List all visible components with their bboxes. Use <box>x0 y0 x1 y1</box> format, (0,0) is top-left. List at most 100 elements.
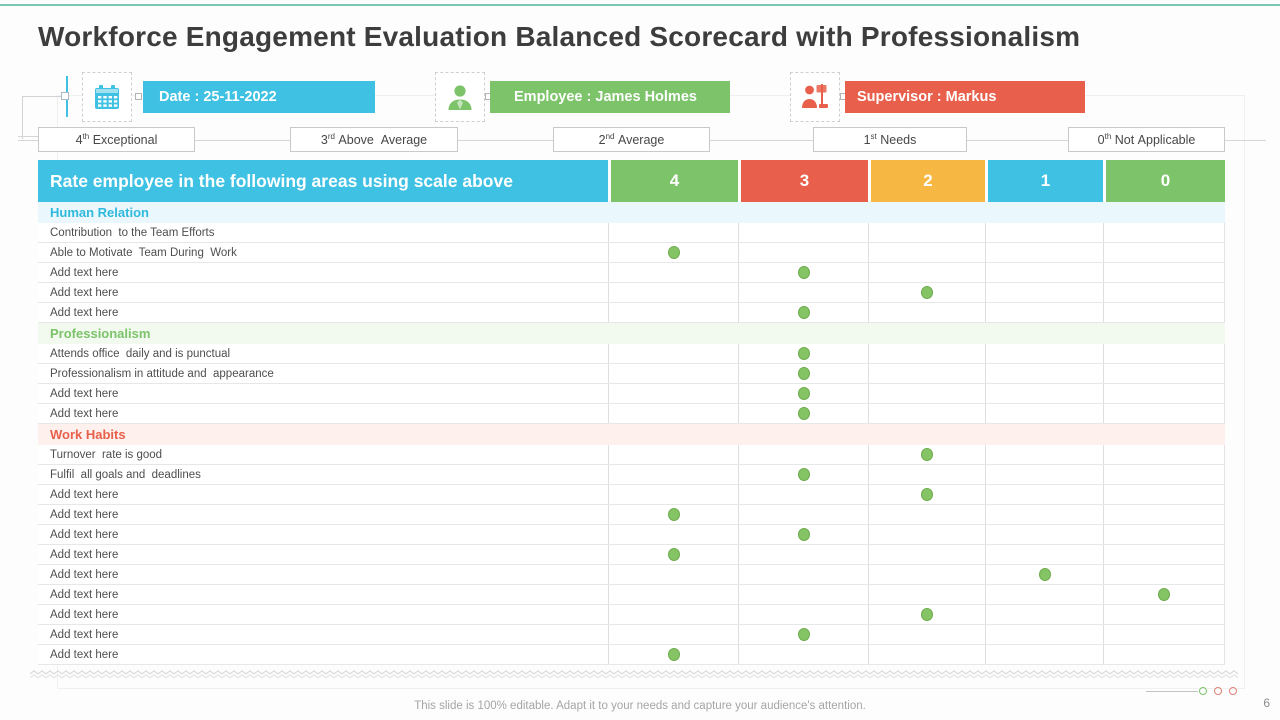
rating-cell <box>1103 263 1225 282</box>
rating-cell <box>738 505 868 524</box>
row-label[interactable]: Add text here <box>50 266 119 279</box>
rating-dot[interactable] <box>1038 568 1051 581</box>
rating-dot[interactable] <box>797 266 810 279</box>
table-header-label: Rate employee in the following areas usi… <box>38 160 608 202</box>
calendar-icon <box>82 72 132 122</box>
row-label[interactable]: Add text here <box>50 306 119 319</box>
table-row: Add text here <box>38 545 1225 565</box>
rating-cell <box>608 263 738 282</box>
rating-cell <box>608 283 738 302</box>
rating-cell <box>608 485 738 504</box>
row-label[interactable]: Professionalism in attitude and appearan… <box>50 367 274 380</box>
rating-dot[interactable] <box>797 468 810 481</box>
employee-label[interactable]: Employee : James Holmes <box>490 81 730 113</box>
rating-cell <box>868 505 985 524</box>
rating-cell <box>1103 445 1225 464</box>
row-label[interactable]: Add text here <box>50 608 119 621</box>
rating-dot[interactable] <box>921 448 933 461</box>
row-label[interactable]: Add text here <box>50 387 119 400</box>
rating-cell <box>985 465 1103 484</box>
rating-dot[interactable] <box>667 246 680 259</box>
table-row: Add text here <box>38 505 1225 525</box>
torn-edge-decoration <box>30 666 1238 679</box>
rating-cell <box>868 404 985 423</box>
rating-dot[interactable] <box>797 367 810 380</box>
supervisor-label[interactable]: Supervisor : Markus <box>845 81 1085 113</box>
rating-dot[interactable] <box>921 286 933 299</box>
rating-dot[interactable] <box>797 528 810 541</box>
scale-item-1: 1st Needs <box>813 127 967 152</box>
column-header-2: 2 <box>868 160 985 202</box>
row-label[interactable]: Able to Motivate Team During Work <box>50 246 237 259</box>
rating-dot[interactable] <box>797 387 810 400</box>
rating-dot[interactable] <box>797 306 810 319</box>
rating-dot[interactable] <box>667 508 680 521</box>
row-label[interactable]: Contribution to the Team Efforts <box>50 226 215 239</box>
section-header: Human Relation <box>38 202 1225 223</box>
row-label[interactable]: Add text here <box>50 588 119 601</box>
rating-cell <box>985 384 1103 403</box>
rating-cell <box>608 605 738 624</box>
top-accent-line <box>0 4 1280 6</box>
table-row: Fulfil all goals and deadlines <box>38 465 1225 485</box>
date-label[interactable]: Date : 25-11-2022 <box>143 81 375 113</box>
row-label[interactable]: Turnover rate is good <box>50 448 163 461</box>
row-label[interactable]: Add text here <box>50 568 119 581</box>
rating-cell <box>738 344 868 363</box>
rating-cell <box>608 565 738 584</box>
row-label[interactable]: Add text here <box>50 648 119 661</box>
rating-dot[interactable] <box>921 608 933 621</box>
rating-cell <box>985 525 1103 544</box>
row-label[interactable]: Fulfil all goals and deadlines <box>50 468 201 481</box>
page-title: Workforce Engagement Evaluation Balanced… <box>38 21 1081 52</box>
rating-dot[interactable] <box>797 347 810 360</box>
table-row: Able to Motivate Team During Work <box>38 243 1225 263</box>
scale-item-3: 3rd Above Average <box>290 127 458 152</box>
rating-cell <box>1103 485 1225 504</box>
rating-cell <box>738 404 868 423</box>
rating-cell <box>1103 525 1225 544</box>
scale-legend: 4th Exceptional 3rd Above Average 2nd Aver… <box>0 127 1280 153</box>
rating-cell <box>738 525 868 544</box>
rating-dot[interactable] <box>667 548 680 561</box>
rating-cell <box>985 404 1103 423</box>
row-label[interactable]: Add text here <box>50 488 119 501</box>
rating-cell <box>868 585 985 604</box>
rating-dot[interactable] <box>1158 588 1170 601</box>
row-label[interactable]: Attends office daily and is punctual <box>50 347 231 360</box>
row-label[interactable]: Add text here <box>50 508 119 521</box>
rating-cell <box>608 505 738 524</box>
rating-dot[interactable] <box>921 488 933 501</box>
rating-cell <box>985 625 1103 644</box>
row-label[interactable]: Add text here <box>50 407 119 420</box>
table-row: Add text here <box>38 404 1225 424</box>
rating-dot[interactable] <box>667 648 680 661</box>
rating-cell <box>868 344 985 363</box>
page-number: 6 <box>1263 696 1270 710</box>
table-row: Add text here <box>38 565 1225 585</box>
row-label[interactable]: Add text here <box>50 286 119 299</box>
rating-cell <box>985 445 1103 464</box>
rating-cell <box>608 525 738 544</box>
rating-cell <box>738 625 868 644</box>
pager-line <box>1146 691 1198 692</box>
rating-dot[interactable] <box>797 407 810 420</box>
rating-cell <box>738 585 868 604</box>
rating-cell <box>868 525 985 544</box>
rating-cell <box>738 243 868 262</box>
rating-cell <box>738 445 868 464</box>
rating-cell <box>738 263 868 282</box>
rating-cell <box>868 384 985 403</box>
rating-dot[interactable] <box>797 628 810 641</box>
row-label[interactable]: Add text here <box>50 628 119 641</box>
rating-cell <box>985 585 1103 604</box>
row-label[interactable]: Add text here <box>50 528 119 541</box>
rating-cell <box>738 283 868 302</box>
row-label[interactable]: Add text here <box>50 548 119 561</box>
rating-cell <box>738 384 868 403</box>
rating-cell <box>985 283 1103 302</box>
table-row: Attends office daily and is punctual <box>38 344 1225 364</box>
connector-line <box>22 96 62 97</box>
rating-cell <box>738 485 868 504</box>
